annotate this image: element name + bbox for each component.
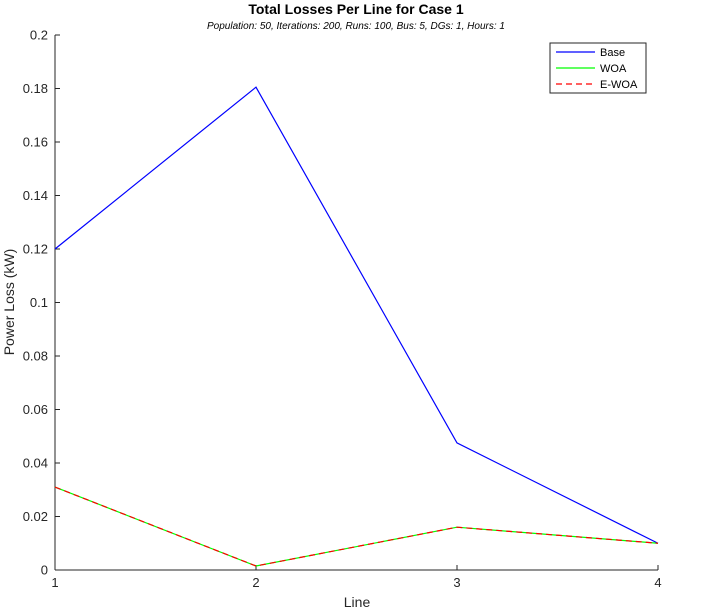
- y-tick-label: 0.1: [30, 295, 48, 310]
- x-tick-label: 3: [453, 575, 460, 590]
- series-line-e-woa: [54, 486, 659, 567]
- legend-entry-label: WOA: [600, 63, 627, 75]
- y-tick-label: 0.04: [23, 456, 48, 471]
- y-tick-label: 0.16: [23, 135, 48, 150]
- y-tick-label: 0.14: [23, 188, 48, 203]
- plot-axes: 0 0.02 0.04 0.06 0.08 0.1 0.12 0.14 0.16 0.18 0.2 1…: [23, 28, 662, 591]
- x-tick-label: 4: [654, 575, 661, 590]
- legend-entry-label: E-WOA: [600, 79, 638, 91]
- legend: Base WOA E-WOA: [549, 42, 647, 94]
- series-line-base: [54, 86, 659, 544]
- y-axis-label: Power Loss (kW): [1, 249, 17, 356]
- chart-title: Total Losses Per Line for Case 1: [248, 1, 463, 17]
- series-line-woa: [54, 486, 659, 567]
- x-axis-label: Line: [344, 594, 371, 610]
- legend-entry-label: Base: [600, 47, 625, 59]
- y-tick-label: 0.12: [23, 242, 48, 257]
- y-tick-label: 0.2: [30, 28, 48, 43]
- y-tick-label: 0: [41, 563, 48, 578]
- x-tick-label: 2: [252, 575, 259, 590]
- y-tick-label: 0.06: [23, 402, 48, 417]
- series-layer: [54, 86, 659, 567]
- chart-subtitle: Population: 50, Iterations: 200, Runs: 1…: [207, 21, 505, 32]
- y-tick-label: 0.18: [23, 81, 48, 96]
- x-tick-label: 1: [51, 575, 58, 590]
- y-tick-label: 0.02: [23, 509, 48, 524]
- y-tick-label: 0.08: [23, 349, 48, 364]
